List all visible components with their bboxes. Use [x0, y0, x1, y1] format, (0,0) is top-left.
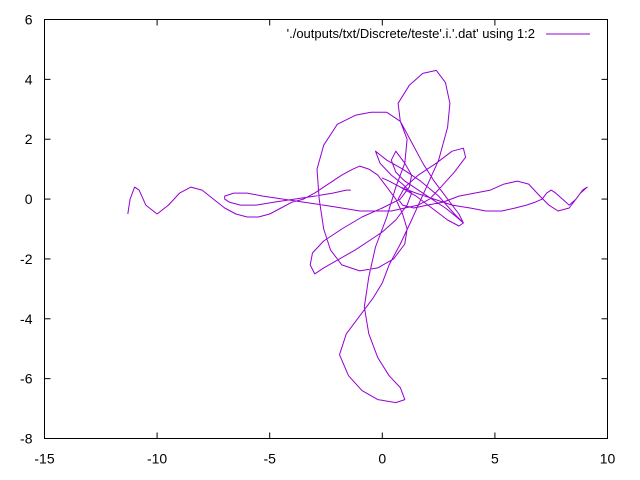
y-tick-label: 2	[25, 131, 33, 147]
y-tick-label: -6	[20, 371, 33, 387]
plot-frame	[44, 19, 608, 439]
y-tick-label: 0	[25, 191, 33, 207]
y-tick-label: -8	[20, 431, 33, 447]
x-axis: -15 -10 -5 0 5 10	[34, 19, 616, 467]
x-tick-label: 10	[600, 451, 616, 467]
x-tick-label: -15	[34, 451, 54, 467]
x-tick-label: -10	[147, 451, 167, 467]
series-line	[127, 69, 588, 404]
x-tick-label: 5	[491, 451, 499, 467]
y-tick-label: -2	[20, 251, 33, 267]
y-tick-label: 4	[25, 71, 33, 87]
legend: './outputs/txt/Discrete/teste'.i.'.dat' …	[287, 26, 590, 41]
x-tick-label: 0	[378, 451, 386, 467]
y-tick-label: 6	[25, 12, 33, 28]
y-axis: -8 -6 -4 -2 0 2 4 6	[20, 12, 608, 447]
y-tick-label: -4	[20, 311, 33, 327]
legend-label: './outputs/txt/Discrete/teste'.i.'.dat' …	[287, 26, 535, 41]
x-tick-label: -5	[263, 451, 276, 467]
